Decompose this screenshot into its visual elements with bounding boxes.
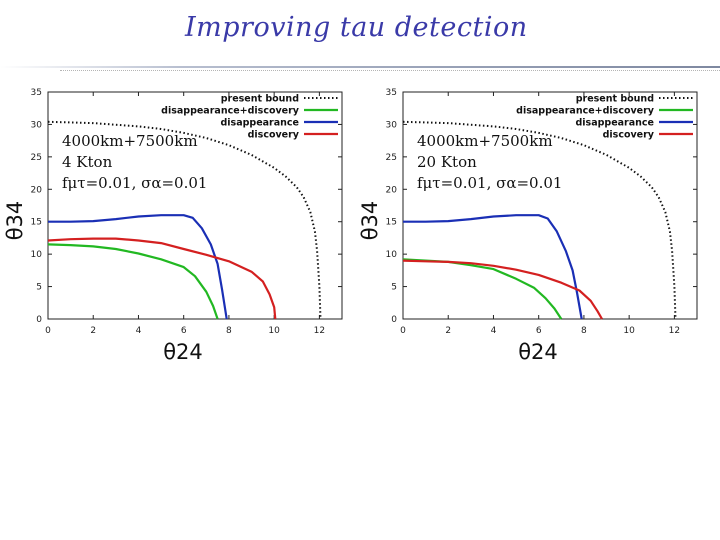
series-line-disappearance-discovery	[47, 243, 219, 320]
x-axis-label: θ24	[518, 340, 558, 364]
y-tick-label: 15	[386, 218, 397, 228]
x-tick-label: 8	[581, 326, 587, 336]
y-tick-label: 10	[31, 250, 43, 260]
series-line-disappearance	[403, 214, 583, 320]
y-axis-label: θ34	[3, 201, 27, 241]
y-tick-label: 0	[391, 315, 397, 325]
legend-label: discovery	[603, 130, 655, 141]
x-tick-label: 10	[268, 326, 280, 336]
slide-title: Improving tau detection	[185, 12, 528, 43]
x-tick-label: 12	[669, 326, 680, 336]
x-tick-label: 6	[536, 326, 542, 336]
series-line-discovery	[47, 237, 277, 320]
x-tick-label: 10	[623, 326, 635, 336]
series-line-discovery	[402, 259, 603, 320]
x-tick-label: 8	[226, 326, 232, 336]
series-line-disappearance-discovery	[402, 258, 563, 320]
plot-frame	[47, 91, 343, 320]
y-axis-label: θ34	[358, 201, 382, 241]
y-tick-label: 35	[31, 88, 42, 98]
y-tick-label: 10	[386, 250, 398, 260]
y-tick-label: 35	[386, 88, 397, 98]
legend-label: present bound	[576, 94, 654, 105]
x-axis-label: θ24	[163, 340, 203, 364]
annotation-text: fμτ=0.01, σα=0.01	[417, 174, 562, 192]
y-tick-label: 30	[386, 120, 398, 130]
annotation-text: 4 Kton	[62, 153, 113, 171]
x-tick-label: 4	[136, 326, 142, 336]
x-tick-label: 4	[491, 326, 497, 336]
legend-label: disappearance+discovery	[161, 106, 300, 117]
y-tick-label: 20	[386, 185, 398, 195]
x-tick-label: 6	[181, 326, 187, 336]
legend-label: disappearance	[575, 118, 654, 129]
legend-label: discovery	[248, 130, 300, 141]
y-tick-label: 0	[36, 315, 42, 325]
y-tick-label: 15	[31, 218, 42, 228]
y-tick-label: 30	[31, 120, 43, 130]
annotation-text: fμτ=0.01, σα=0.01	[62, 174, 207, 192]
annotation-text: 4000km+7500km	[417, 132, 553, 150]
title-rule-dots	[60, 70, 720, 72]
annotation-text: 20 Kton	[417, 153, 477, 171]
legend-label: present bound	[221, 94, 299, 105]
y-tick-label: 5	[391, 283, 397, 293]
y-tick-label: 20	[31, 185, 43, 195]
plot-frame	[402, 91, 698, 320]
annotation-text: 4000km+7500km	[62, 132, 198, 150]
x-tick-label: 0	[400, 326, 406, 336]
title-rule	[0, 66, 720, 68]
y-tick-label: 25	[31, 153, 42, 163]
y-tick-label: 5	[36, 283, 42, 293]
legend-label: disappearance	[220, 118, 299, 129]
legend-label: disappearance+discovery	[516, 106, 655, 117]
series-line-disappearance	[48, 214, 228, 320]
x-tick-label: 2	[90, 326, 96, 336]
x-tick-label: 0	[45, 326, 51, 336]
x-tick-label: 12	[314, 326, 325, 336]
x-tick-label: 2	[445, 326, 451, 336]
y-tick-label: 25	[386, 153, 397, 163]
